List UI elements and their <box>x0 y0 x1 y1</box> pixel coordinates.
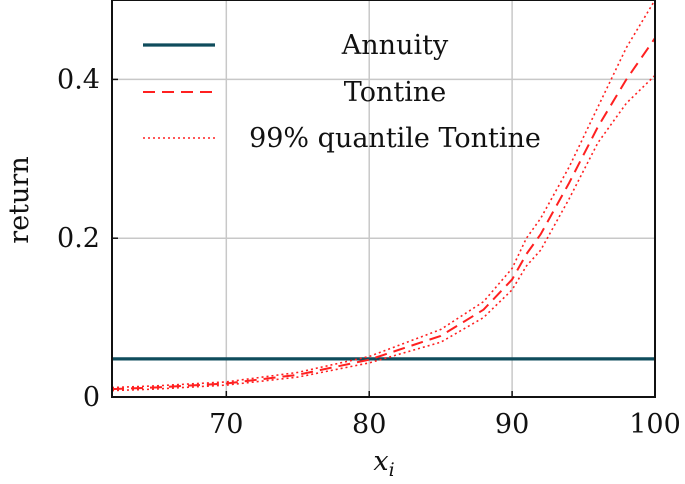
x-axis-title-subscript: i <box>389 459 395 481</box>
tick-layer: 70 80 90 100 0 0.2 0.4 <box>57 64 681 440</box>
series-line-quantile-lower <box>111 74 656 392</box>
x-tick-label: 80 <box>352 409 386 440</box>
y-tick-label: 0 <box>83 382 100 413</box>
legend-label-annuity: Annuity <box>341 30 449 61</box>
series-line-99-quantile-tontine <box>111 0 656 389</box>
legend-label-tontine: Tontine <box>344 77 446 108</box>
legend: Annuity Tontine 99% quantile Tontine <box>143 30 541 154</box>
legend-label-quantile: 99% quantile Tontine <box>249 123 541 154</box>
plot-frame <box>111 0 656 398</box>
x-tick-label: 90 <box>495 409 529 440</box>
y-axis-title: return <box>4 156 35 243</box>
series-layer <box>111 0 656 392</box>
x-axis-title-base: x <box>373 446 388 477</box>
x-tick-label: 100 <box>629 409 681 440</box>
series-line-tontine <box>111 37 656 391</box>
y-tick-label: 0.4 <box>57 64 100 95</box>
y-tick-label: 0.2 <box>57 223 100 254</box>
x-axis-title: xi <box>373 446 394 481</box>
x-tick-label: 70 <box>209 409 243 440</box>
